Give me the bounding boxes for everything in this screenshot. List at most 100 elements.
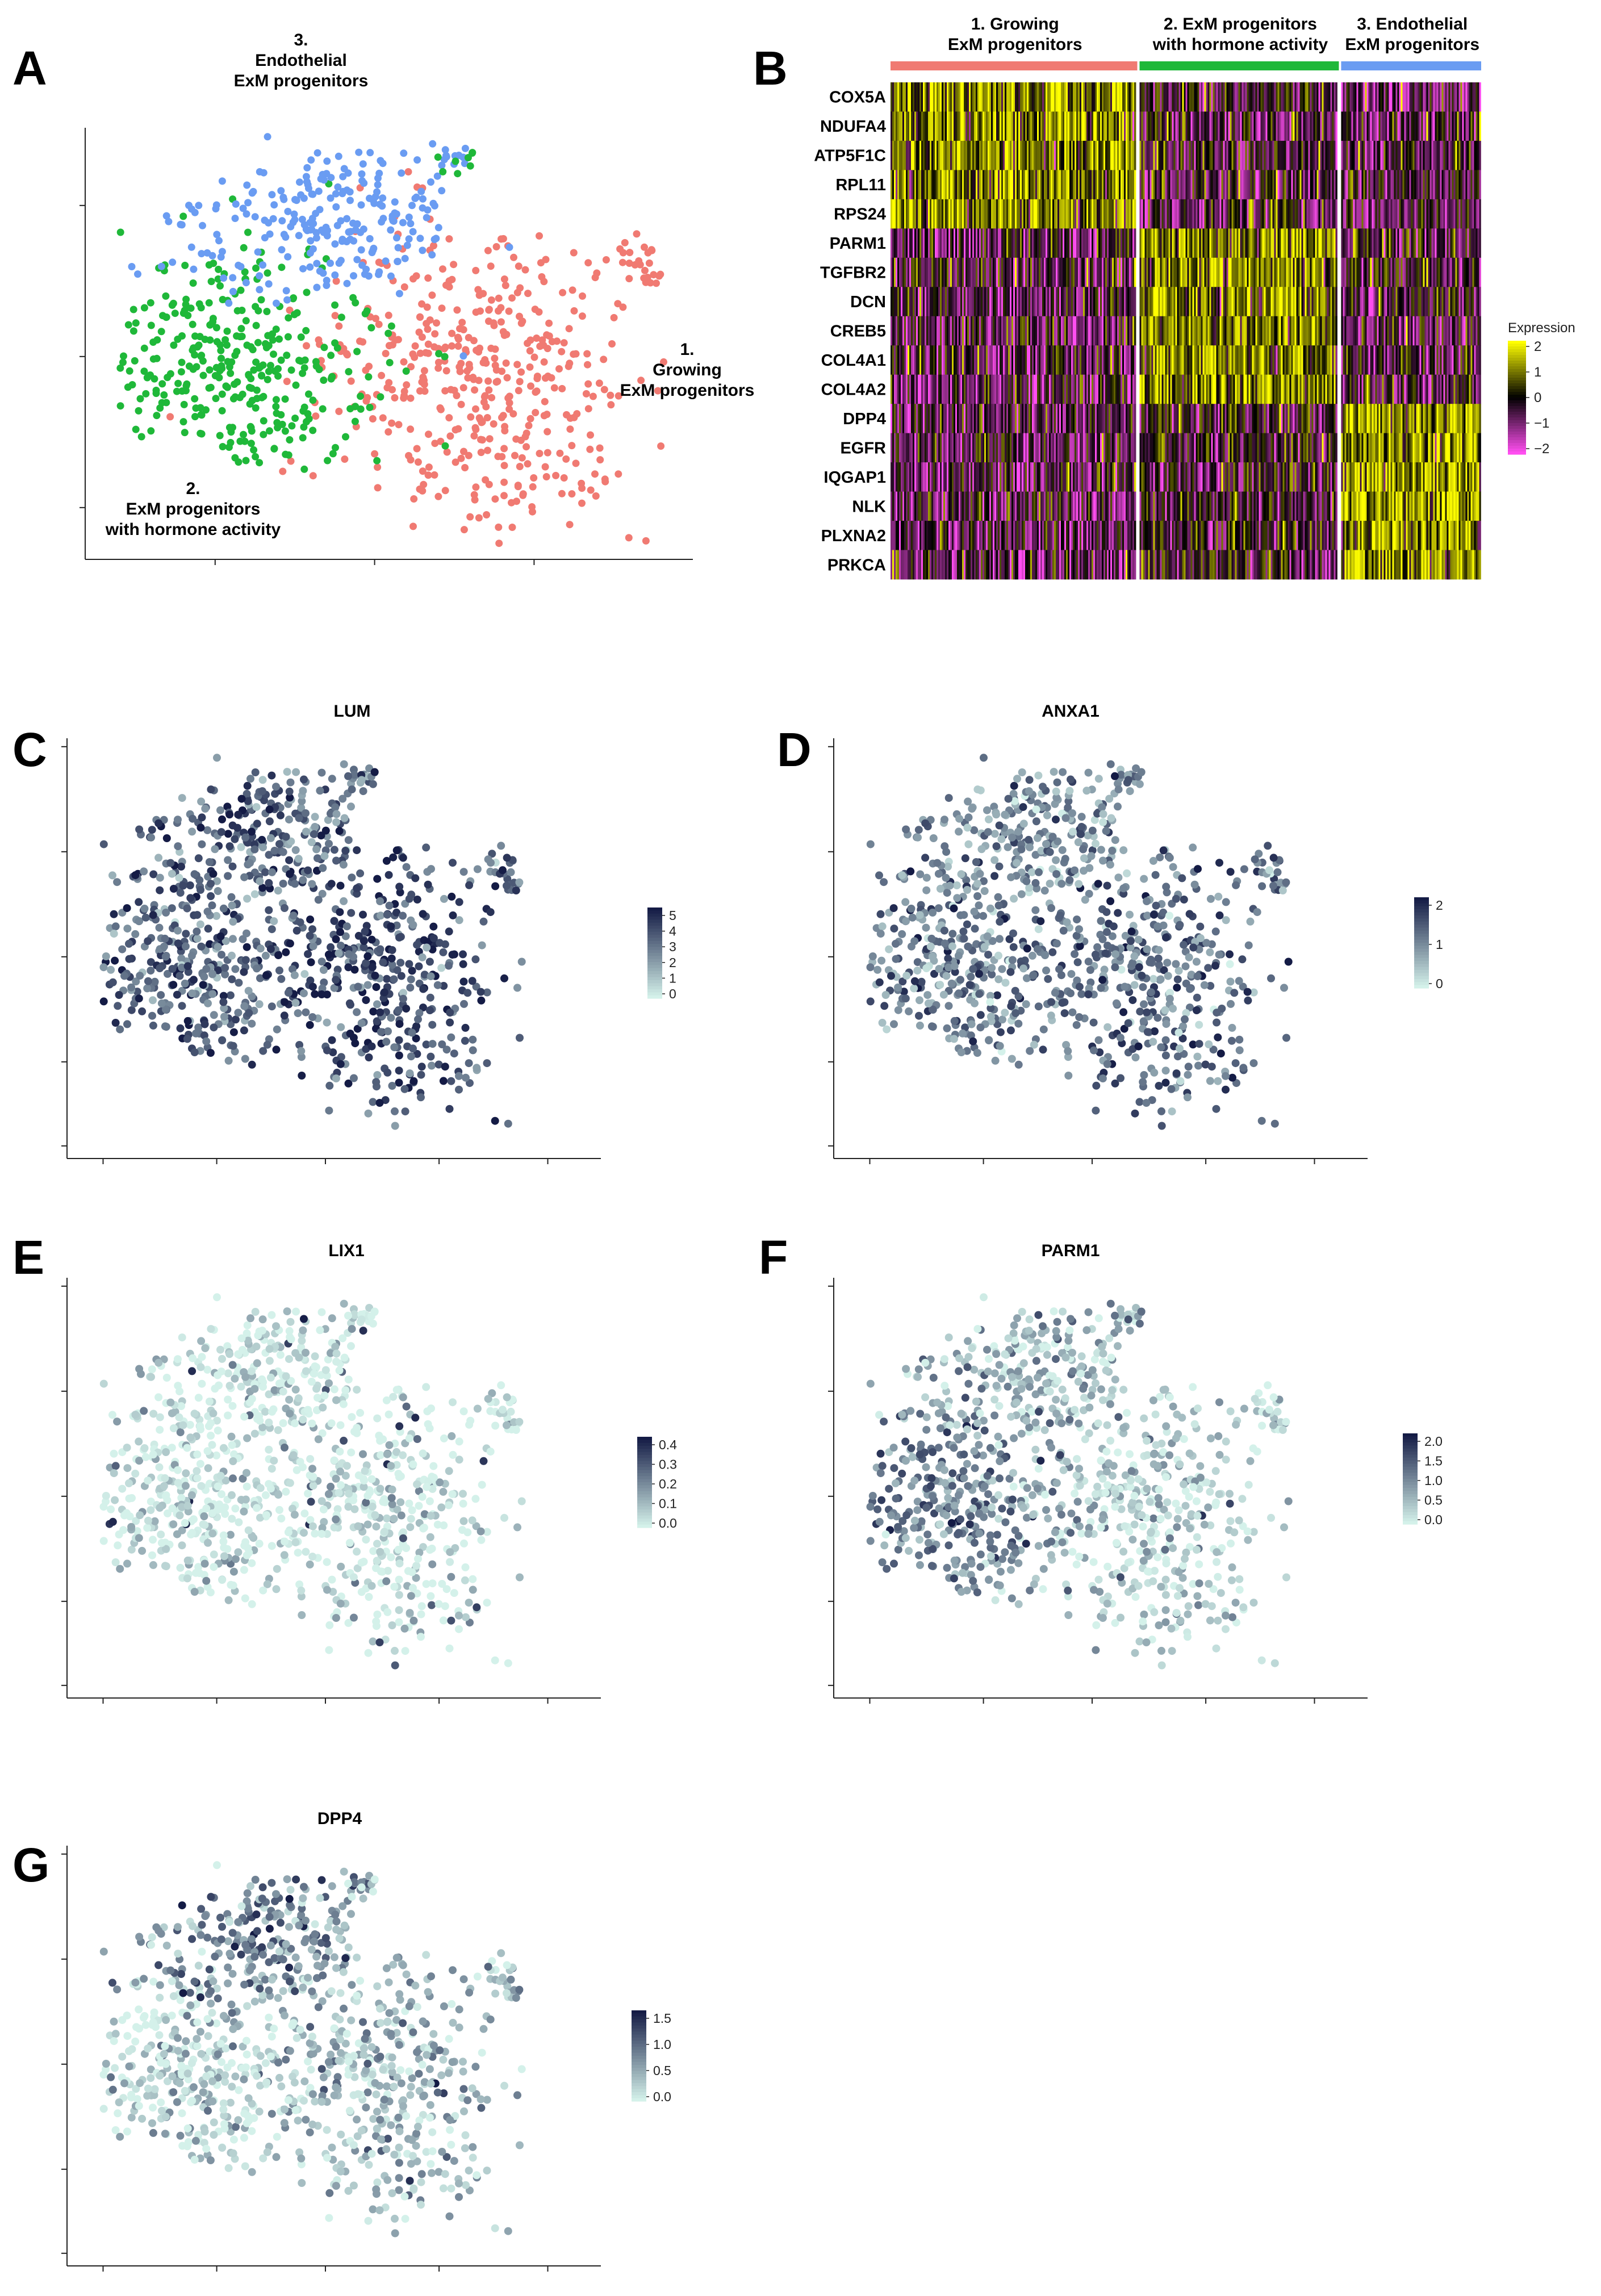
- panel-b-heat-cell: [1081, 228, 1084, 258]
- panel-b-heat-cell: [931, 521, 934, 550]
- panel-a-cell-point: [640, 274, 648, 282]
- panel-b-heat-cell: [1066, 111, 1068, 141]
- panel-b-heat-cell: [945, 521, 947, 550]
- panel-b-heat-cell: [1034, 345, 1036, 375]
- panel-b-heat-cell: [1063, 170, 1065, 200]
- panel-a-cell-point: [256, 168, 264, 175]
- panel-b-heat-cell: [1247, 257, 1249, 287]
- panel-b-heat-cell: [964, 287, 966, 317]
- panel-b-heat-cell: [976, 550, 978, 580]
- panel-b-heat-cell: [1042, 170, 1044, 200]
- panel-b-heat-cell: [1216, 462, 1218, 492]
- panel-b-heat-cell: [1211, 199, 1213, 229]
- panel-b-heat-cell: [1282, 374, 1285, 404]
- panel-b-heat-cell: [1005, 550, 1007, 580]
- panel-b-heat-cell: [914, 82, 917, 112]
- panel-b-heat-cell: [1112, 111, 1114, 141]
- panel-b-heat-cell: [1010, 550, 1012, 580]
- panel-b-heat-cell: [1276, 287, 1278, 317]
- panel-b-heat-cell: [1046, 170, 1048, 200]
- panel-b-heat-cell: [921, 521, 923, 550]
- panel-b-heat-cell: [1282, 111, 1285, 141]
- panel-b-heat-cell: [1132, 404, 1135, 434]
- panel-b-heat-cell: [1255, 199, 1257, 229]
- panel-b-heat-cell: [1071, 462, 1073, 492]
- panel-b-heat-cell: [1092, 433, 1094, 463]
- panel-b-heat-cell: [1259, 433, 1261, 463]
- panel-b-heat-cell: [1063, 521, 1065, 550]
- panel-b-heat-cell: [1248, 316, 1251, 346]
- panel-b-heat-cell: [1252, 111, 1254, 141]
- panel-b-heat-cell: [1112, 140, 1114, 170]
- panel-b-heat-cell: [1063, 404, 1065, 434]
- panel-b-heat-cell: [1035, 491, 1038, 521]
- panel-b-heat-cell: [1202, 462, 1205, 492]
- panel-b-heat-cell: [1134, 140, 1136, 170]
- panel-b-heat-cell: [913, 257, 915, 287]
- panel-b-heat-cell: [1093, 140, 1096, 170]
- panel-a-cell-point: [198, 250, 206, 258]
- panel-b-heat-cell: [1250, 433, 1252, 463]
- panel-a-cell-point: [388, 386, 396, 394]
- panel-a-cell-point: [458, 319, 466, 327]
- panel-b-heat-cell: [1003, 140, 1005, 170]
- panel-b-heat-cell: [1025, 345, 1027, 375]
- panel-b-heat-cell: [1218, 199, 1220, 229]
- panel-b-heat-cell: [1214, 345, 1217, 375]
- panel-b-heat-cell: [1156, 82, 1159, 112]
- panel-b-heat-cell: [1228, 374, 1230, 404]
- panel-b-heat-cell: [1027, 491, 1029, 521]
- panel-b-heat-cell: [1173, 82, 1176, 112]
- panel-b-heat-cell: [972, 199, 975, 229]
- panel-a-cell-point: [242, 279, 250, 287]
- panel-b-heat-cell: [1076, 404, 1079, 434]
- panel-a-cell-point: [316, 206, 324, 214]
- panel-b-heat-cell: [1284, 374, 1286, 404]
- panel-a-cell-point: [426, 316, 434, 324]
- panel-b-heat-cell: [1069, 345, 1072, 375]
- panel-b-heat-cell: [937, 491, 939, 521]
- panel-a-cell-point: [303, 342, 310, 350]
- panel-b-heat-cell: [1282, 550, 1285, 580]
- panel-b-heat-cell: [1057, 521, 1060, 550]
- panel-b-heat-cell: [1216, 491, 1218, 521]
- panel-b-heat-cell: [909, 316, 912, 346]
- panel-b-heat-cell: [1253, 491, 1256, 521]
- panel-b-heat-cell: [1247, 228, 1249, 258]
- panel-b-heat-cell: [921, 404, 923, 434]
- panel-b-heat-cell: [1086, 404, 1089, 434]
- panel-a-cluster-label: ExM progenitors: [234, 72, 369, 90]
- panel-b-heat-cell: [1182, 228, 1184, 258]
- panel-b-heat-cell: [1219, 345, 1222, 375]
- panel-b-heat-cell: [1064, 404, 1067, 434]
- panel-b-heat-cell: [1006, 433, 1009, 463]
- panel-b-heat-cell: [981, 82, 983, 112]
- panel-b-heat-cell: [1098, 140, 1101, 170]
- panel-b-heat-cell: [1259, 550, 1261, 580]
- panel-b-heat-cell: [1281, 199, 1283, 229]
- panel-b-heat-cell: [1184, 228, 1186, 258]
- panel-b-heat-cell: [1245, 521, 1247, 550]
- panel-b-heat-cell: [1117, 228, 1119, 258]
- panel-b-heat-cell: [971, 521, 973, 550]
- panel-b-heat-cell: [1005, 140, 1007, 170]
- panel-b-heat-cell: [1107, 521, 1109, 550]
- panel-b-heat-cell: [1090, 316, 1092, 346]
- panel-b-heat-cell: [911, 170, 913, 200]
- panel-b-heat-cell: [1000, 404, 1002, 434]
- panel-b-heat-cell: [1059, 491, 1061, 521]
- panel-b-heat-cell: [1172, 316, 1174, 346]
- panel-b-heat-cell: [1250, 550, 1252, 580]
- panel-b-heat-cell: [945, 257, 947, 287]
- panel-b-heat-cell: [991, 433, 993, 463]
- panel-b-heat-cell: [986, 199, 988, 229]
- panel-b-heat-cell: [1059, 345, 1061, 375]
- panel-b-heat-cell: [1245, 316, 1247, 346]
- panel-b-heat-cell: [894, 462, 896, 492]
- panel-b-heat-cell: [896, 228, 898, 258]
- panel-b-heat-cell: [1204, 404, 1206, 434]
- panel-a-cell-point: [244, 228, 252, 236]
- panel-b-heat-cell: [1167, 345, 1169, 375]
- panel-b-heat-cell: [1088, 550, 1090, 580]
- panel-b-heat-cell: [1052, 228, 1055, 258]
